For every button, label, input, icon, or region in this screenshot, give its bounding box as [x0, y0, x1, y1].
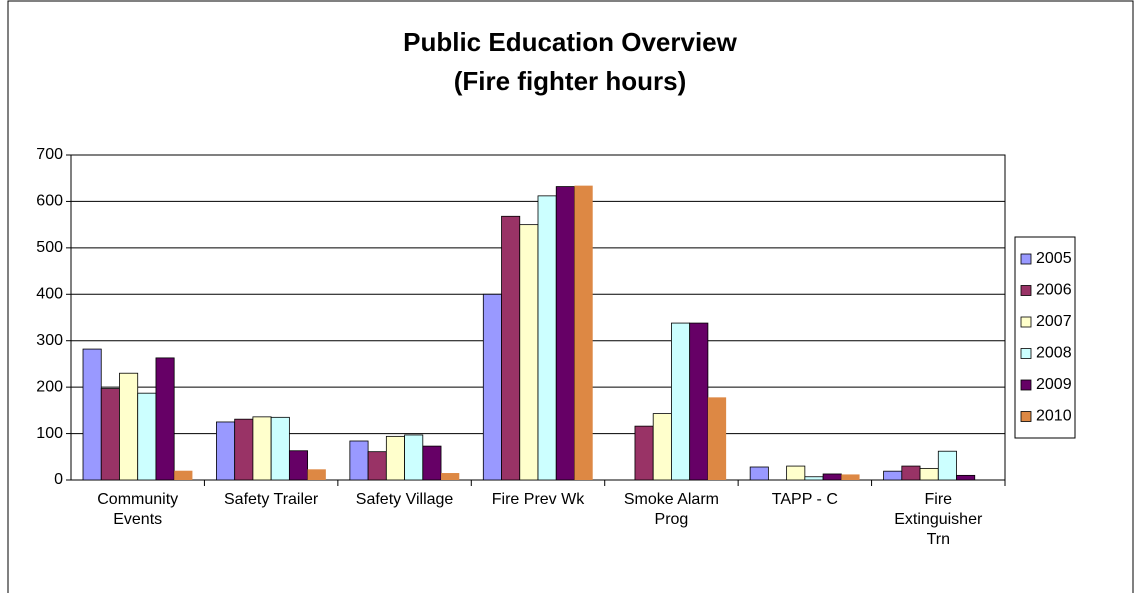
legend-swatch	[1020, 253, 1032, 265]
x-tick-label: Smoke Alarm Prog	[623, 491, 719, 528]
bar	[919, 467, 939, 481]
bar	[252, 416, 272, 481]
bar	[804, 476, 824, 481]
x-tick-label: Safety Trailer	[224, 491, 319, 508]
bar	[652, 413, 672, 481]
y-tick-label: 200	[36, 378, 63, 395]
bar	[482, 293, 502, 481]
bar	[707, 397, 727, 480]
bar	[671, 322, 691, 481]
x-tick-label: TAPP - C	[771, 491, 838, 508]
legend-label: 2007	[1036, 313, 1072, 330]
bar	[404, 434, 424, 481]
legend-label: 2008	[1036, 345, 1072, 362]
bar	[901, 465, 921, 481]
bar	[786, 465, 806, 481]
bar	[367, 451, 387, 481]
y-tick-label: 500	[36, 239, 63, 256]
y-tick-label: 0	[54, 471, 63, 488]
bar	[883, 470, 903, 481]
bar	[634, 425, 654, 481]
legend-box	[1014, 236, 1076, 439]
y-tick-label: 600	[36, 193, 63, 210]
bar	[100, 388, 120, 481]
bar	[385, 435, 405, 481]
bar	[441, 473, 460, 480]
bar	[689, 322, 709, 481]
bar	[555, 186, 575, 481]
bar	[537, 195, 557, 481]
x-tick-label: Safety Village	[355, 491, 454, 508]
bar	[749, 466, 769, 481]
chart-frame	[7, 0, 1134, 593]
bar	[155, 357, 175, 481]
bar	[574, 185, 593, 480]
legend-label: 2005	[1036, 250, 1072, 267]
bar	[216, 421, 236, 481]
legend-swatch	[1020, 316, 1032, 328]
bar	[349, 440, 369, 481]
y-tick-label: 400	[36, 286, 63, 303]
legend-swatch	[1020, 379, 1032, 391]
legend-swatch	[1020, 348, 1032, 359]
legend-swatch	[1020, 285, 1032, 296]
bar	[270, 416, 290, 481]
bar	[288, 450, 309, 481]
legend-label: 2009	[1036, 376, 1072, 393]
bar	[501, 215, 521, 481]
x-tick-label: Community Events	[97, 491, 179, 528]
x-tick-label: Fire Prev Wk	[491, 491, 585, 508]
bar	[307, 469, 326, 480]
bar	[956, 474, 976, 481]
legend-label: 2006	[1036, 282, 1072, 299]
bar	[519, 224, 539, 481]
chart-title: Public Education Overview	[403, 27, 738, 57]
bar	[174, 470, 193, 480]
x-tick-label: Fire Extinguisher Trn	[894, 491, 983, 548]
bar	[822, 473, 842, 481]
bar	[422, 445, 442, 481]
bar	[937, 450, 957, 481]
chart-subtitle: (Fire fighter hours)	[454, 66, 687, 96]
y-tick-label: 100	[36, 425, 63, 442]
bar	[82, 348, 102, 481]
legend-label: 2010	[1036, 408, 1072, 425]
bar	[841, 474, 860, 480]
y-tick-label: 300	[36, 332, 63, 349]
legend-swatch	[1020, 411, 1032, 422]
y-tick-label: 700	[36, 146, 63, 163]
bar	[234, 418, 254, 481]
bar	[137, 392, 157, 481]
bar	[119, 372, 139, 481]
